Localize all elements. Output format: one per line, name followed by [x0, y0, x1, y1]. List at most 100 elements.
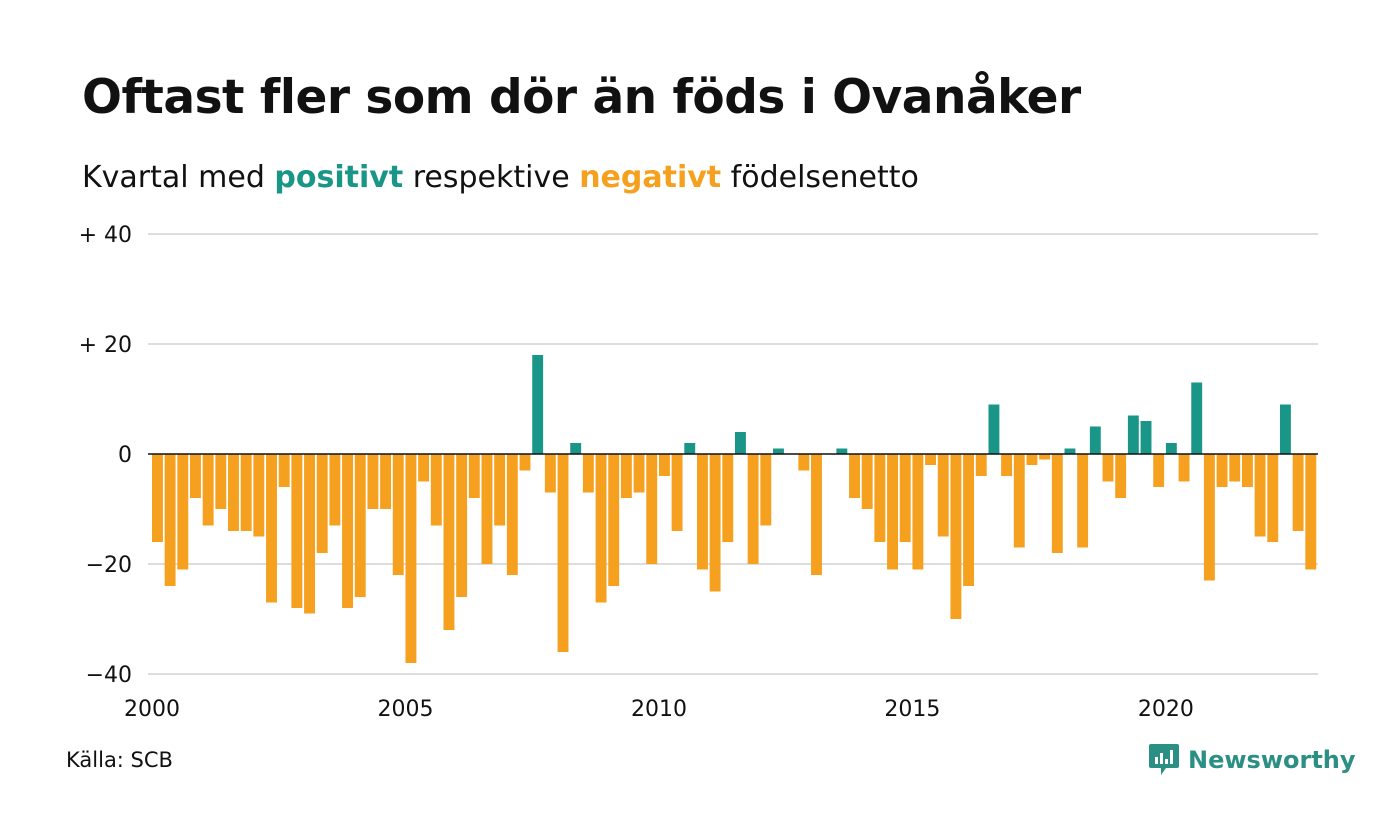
bar [202, 454, 214, 526]
bar [1051, 454, 1063, 553]
bar [506, 454, 518, 575]
bar [937, 454, 949, 537]
bar [760, 454, 772, 526]
y-tick-label: 0 [118, 443, 132, 468]
bar [392, 454, 404, 575]
bar [1153, 454, 1165, 487]
bar [316, 454, 328, 553]
bar [1305, 454, 1317, 570]
bar [899, 454, 911, 542]
bar [925, 454, 937, 465]
x-tick-label: 2010 [631, 697, 687, 722]
bar [912, 454, 924, 570]
bar [380, 454, 392, 509]
bar [735, 432, 746, 454]
x-tick-label: 2015 [884, 697, 940, 722]
bar [608, 454, 620, 586]
bar [342, 454, 354, 608]
bar [329, 454, 341, 526]
bar [468, 454, 480, 498]
bar [456, 454, 468, 597]
brand-logo: Newsworthy [1148, 742, 1356, 778]
bar [1292, 454, 1304, 531]
bar [278, 454, 290, 487]
bar [798, 454, 810, 471]
bar [1140, 421, 1152, 454]
bar [684, 443, 696, 454]
newsworthy-logo-icon [1149, 744, 1179, 775]
bar [1039, 454, 1051, 460]
bar [988, 404, 1000, 454]
bar [1203, 454, 1215, 581]
bar [1241, 454, 1253, 487]
bar [963, 454, 975, 586]
bar [1026, 454, 1038, 465]
bar [849, 454, 860, 498]
chart-title: Oftast fler som dör än föds i Ovanåker [82, 70, 1081, 125]
x-tick-label: 2020 [1138, 697, 1194, 722]
bar [975, 454, 987, 476]
bar [443, 454, 455, 630]
bar [1064, 448, 1076, 454]
bar [1077, 454, 1089, 548]
bar [430, 454, 442, 526]
bar [1127, 415, 1139, 454]
bar [253, 454, 265, 537]
source-note: Källa: SCB [66, 748, 173, 772]
bar [557, 454, 569, 652]
bar [418, 454, 430, 482]
bar [874, 454, 886, 542]
bar [582, 454, 594, 493]
subtitle-suffix: födelsenetto [721, 160, 919, 195]
bar [1254, 454, 1266, 537]
bar [836, 448, 848, 454]
bar [1165, 443, 1177, 454]
bar [620, 454, 632, 498]
bar [633, 454, 645, 493]
bar [1178, 454, 1190, 482]
bar [405, 454, 417, 663]
y-tick-label: −40 [86, 663, 132, 688]
bar [519, 454, 531, 471]
y-tick-label: + 40 [79, 223, 132, 248]
bar [1001, 454, 1013, 476]
bar [532, 355, 544, 454]
bar [354, 454, 366, 597]
bar [722, 454, 734, 542]
bar [291, 454, 303, 608]
y-tick-label: + 20 [79, 333, 132, 358]
axes: + 40 + 20 0 −20 −40 2000 2005 2010 2015 2020 [79, 223, 1318, 722]
bar [595, 454, 607, 603]
bar [164, 454, 176, 586]
bar [671, 454, 683, 531]
bar [1089, 426, 1101, 454]
bar [696, 454, 708, 570]
bar [228, 454, 239, 531]
brand-name: Newsworthy [1188, 746, 1356, 774]
bar [773, 448, 784, 454]
bar [1229, 454, 1241, 482]
bar [544, 454, 556, 493]
bar [152, 454, 163, 542]
bar [1279, 404, 1291, 454]
bar [367, 454, 379, 509]
bar [658, 454, 670, 476]
chart-subtitle: Kvartal med positivt respektive negativt… [82, 160, 919, 195]
bar [570, 443, 582, 454]
bar [1267, 454, 1279, 542]
bar [1013, 454, 1025, 548]
bar [887, 454, 898, 570]
x-tick-label: 2005 [377, 697, 433, 722]
bar [177, 454, 189, 570]
bar [1191, 382, 1203, 454]
bar [1115, 454, 1127, 498]
bar [747, 454, 759, 564]
bars [152, 355, 1317, 663]
bar [215, 454, 227, 509]
bar [1102, 454, 1114, 482]
bar [950, 454, 962, 619]
bar [811, 454, 822, 575]
subtitle-prefix: Kvartal med [82, 160, 275, 195]
bar [709, 454, 721, 592]
